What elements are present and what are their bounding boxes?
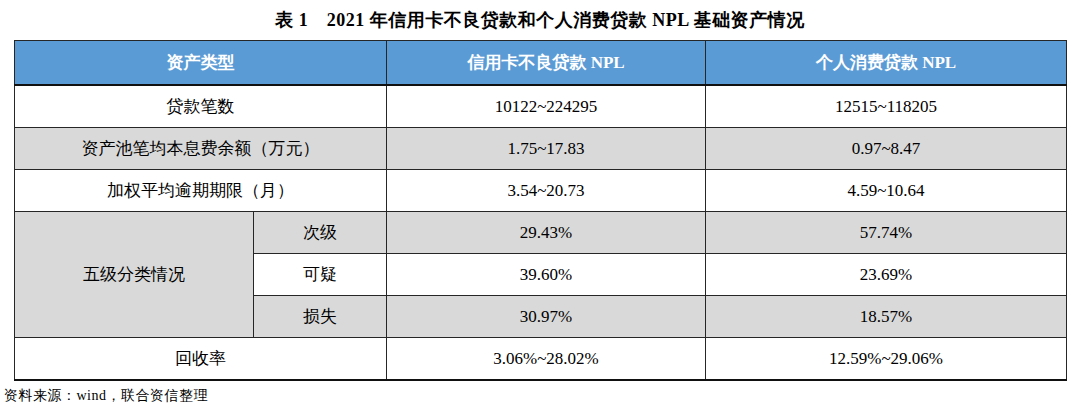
table-title: 表 1 2021 年信用卡不良贷款和个人消费贷款 NPL 基础资产情况 — [0, 0, 1080, 40]
table-row-loan-count: 贷款笔数 10122~224295 12515~118205 — [15, 85, 1067, 128]
table-row-overdue-term: 加权平均逾期期限（月） 3.54~20.73 4.59~10.64 — [15, 170, 1067, 212]
cell-credit-card-value: 39.60% — [387, 254, 706, 296]
cell-consumer-loan-value: 12515~118205 — [706, 85, 1067, 128]
row-label: 资产池笔均本息费余额（万元） — [15, 128, 387, 170]
sub-row-label: 损失 — [254, 296, 387, 338]
source-note: 资料来源：wind，联合资信整理 — [4, 387, 1080, 405]
col-header-asset-type: 资产类型 — [15, 41, 387, 86]
cell-credit-card-value: 3.06%~28.02% — [387, 338, 706, 381]
cell-credit-card-value: 3.54~20.73 — [387, 170, 706, 212]
sub-row-label: 可疑 — [254, 254, 387, 296]
col-header-consumer-loan-npl: 个人消费贷款 NPL — [706, 41, 1067, 86]
cell-credit-card-value: 1.75~17.83 — [387, 128, 706, 170]
table-row-avg-balance: 资产池笔均本息费余额（万元） 1.75~17.83 0.97~8.47 — [15, 128, 1067, 170]
col-header-credit-card-npl: 信用卡不良贷款 NPL — [387, 41, 706, 86]
row-label: 加权平均逾期期限（月） — [15, 170, 387, 212]
cell-consumer-loan-value: 23.69% — [706, 254, 1067, 296]
cell-consumer-loan-value: 12.59%~29.06% — [706, 338, 1067, 381]
cell-consumer-loan-value: 4.59~10.64 — [706, 170, 1067, 212]
cell-credit-card-value: 30.97% — [387, 296, 706, 338]
cell-consumer-loan-value: 18.57% — [706, 296, 1067, 338]
cell-consumer-loan-value: 57.74% — [706, 212, 1067, 254]
cell-consumer-loan-value: 0.97~8.47 — [706, 128, 1067, 170]
npl-asset-table: 资产类型 信用卡不良贷款 NPL 个人消费贷款 NPL 贷款笔数 10122~2… — [14, 40, 1067, 381]
report-page: 表 1 2021 年信用卡不良贷款和个人消费贷款 NPL 基础资产情况 资产类型… — [0, 0, 1080, 413]
sub-row-label: 次级 — [254, 212, 387, 254]
row-label: 回收率 — [15, 338, 387, 381]
table-row-recovery-rate: 回收率 3.06%~28.02% 12.59%~29.06% — [15, 338, 1067, 381]
classification-group-label: 五级分类情况 — [15, 212, 254, 338]
table-row-classification-subprime: 五级分类情况 次级 29.43% 57.74% — [15, 212, 1067, 254]
cell-credit-card-value: 10122~224295 — [387, 85, 706, 128]
header-row: 资产类型 信用卡不良贷款 NPL 个人消费贷款 NPL — [15, 41, 1067, 86]
row-label: 贷款笔数 — [15, 85, 387, 128]
cell-credit-card-value: 29.43% — [387, 212, 706, 254]
